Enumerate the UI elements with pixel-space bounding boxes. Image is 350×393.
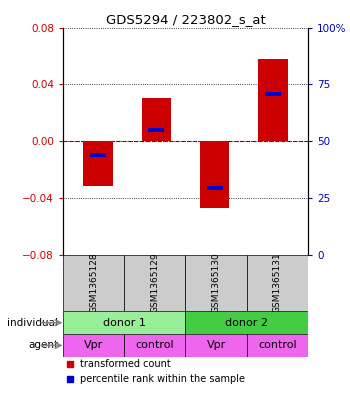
Bar <box>63 311 186 334</box>
Bar <box>83 141 113 186</box>
Bar <box>265 92 281 96</box>
Bar <box>148 128 164 132</box>
Bar <box>186 255 247 311</box>
Bar <box>124 334 186 357</box>
Bar <box>186 334 247 357</box>
Text: GSM1365129: GSM1365129 <box>150 253 159 313</box>
Bar <box>63 255 124 311</box>
Text: Vpr: Vpr <box>206 340 226 351</box>
Text: GSM1365131: GSM1365131 <box>273 253 282 313</box>
Bar <box>90 153 106 157</box>
Bar <box>206 186 223 190</box>
Bar <box>63 334 124 357</box>
Text: donor 2: donor 2 <box>225 318 268 328</box>
Bar <box>142 99 171 141</box>
Bar <box>200 141 229 208</box>
Title: GDS5294 / 223802_s_at: GDS5294 / 223802_s_at <box>106 13 265 26</box>
Text: Vpr: Vpr <box>84 340 103 351</box>
Bar <box>247 334 308 357</box>
Bar <box>258 59 288 141</box>
Text: GSM1365130: GSM1365130 <box>212 253 220 313</box>
Text: percentile rank within the sample: percentile rank within the sample <box>80 374 245 384</box>
Bar <box>124 255 186 311</box>
Text: transformed count: transformed count <box>80 359 171 369</box>
Text: agent: agent <box>28 340 58 351</box>
Text: donor 1: donor 1 <box>103 318 146 328</box>
Bar <box>186 311 308 334</box>
Text: control: control <box>135 340 174 351</box>
Bar <box>247 255 308 311</box>
Text: individual: individual <box>7 318 58 328</box>
Text: control: control <box>258 340 297 351</box>
Text: GSM1365128: GSM1365128 <box>89 253 98 313</box>
